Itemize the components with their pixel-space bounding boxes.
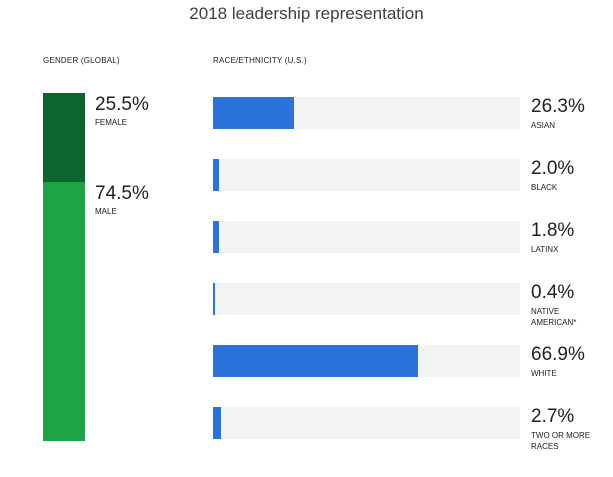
race-percent: 2.0% xyxy=(531,158,575,179)
bar-asian xyxy=(213,97,294,129)
bar-two-or-more-races xyxy=(213,407,222,439)
bar-white xyxy=(213,345,419,377)
race-label-black: 2.0% BLACK xyxy=(531,159,611,193)
bar-black xyxy=(213,159,220,191)
bar-track xyxy=(213,283,520,315)
race-category: ASIAN xyxy=(531,121,556,130)
race-percent: 66.9% xyxy=(531,344,585,365)
gender-category: FEMALE xyxy=(95,118,128,127)
gender-stacked-bar xyxy=(43,93,85,441)
gender-label-male: 74.5% MALE xyxy=(95,184,149,216)
race-category: NATIVE AMERICAN* xyxy=(531,307,577,327)
gender-label-female: 25.5% FEMALE xyxy=(95,95,149,127)
bar-track xyxy=(213,407,520,439)
race-percent: 2.7% xyxy=(531,406,575,427)
bar-native-american xyxy=(213,283,215,315)
race-category: TWO OR MORE RACES xyxy=(531,431,591,451)
race-category: BLACK xyxy=(531,183,558,192)
bar-track xyxy=(213,345,520,377)
race-label-latinx: 1.8% LATINX xyxy=(531,221,611,255)
gender-segment-female xyxy=(43,93,85,182)
gender-category: MALE xyxy=(95,206,117,216)
race-category: LATINX xyxy=(531,245,559,254)
bar-track xyxy=(213,221,520,253)
race-percent: 0.4% xyxy=(531,282,575,303)
race-label-native-american: 0.4% NATIVE AMERICAN* xyxy=(531,283,611,328)
bar-latinx xyxy=(213,221,219,253)
bar-track xyxy=(213,159,520,191)
gender-percent: 74.5% xyxy=(95,182,149,204)
chart-title: 2018 leadership representation xyxy=(189,4,424,23)
race-percent: 1.8% xyxy=(531,220,575,241)
race-category: WHITE xyxy=(531,369,557,378)
gender-segment-male xyxy=(43,181,85,441)
race-label-asian: 26.3% ASIAN xyxy=(531,97,611,131)
race-label-white: 66.9% WHITE xyxy=(531,345,611,379)
bar-track xyxy=(213,97,520,129)
race-percent: 26.3% xyxy=(531,96,585,117)
race-section-label: RACE/ETHNICITY (U.S.) xyxy=(213,56,307,65)
race-label-two-or-more-races: 2.7% TWO OR MORE RACES xyxy=(531,407,611,452)
gender-section-label: GENDER (GLOBAL) xyxy=(43,56,120,65)
gender-percent: 25.5% xyxy=(95,94,149,115)
